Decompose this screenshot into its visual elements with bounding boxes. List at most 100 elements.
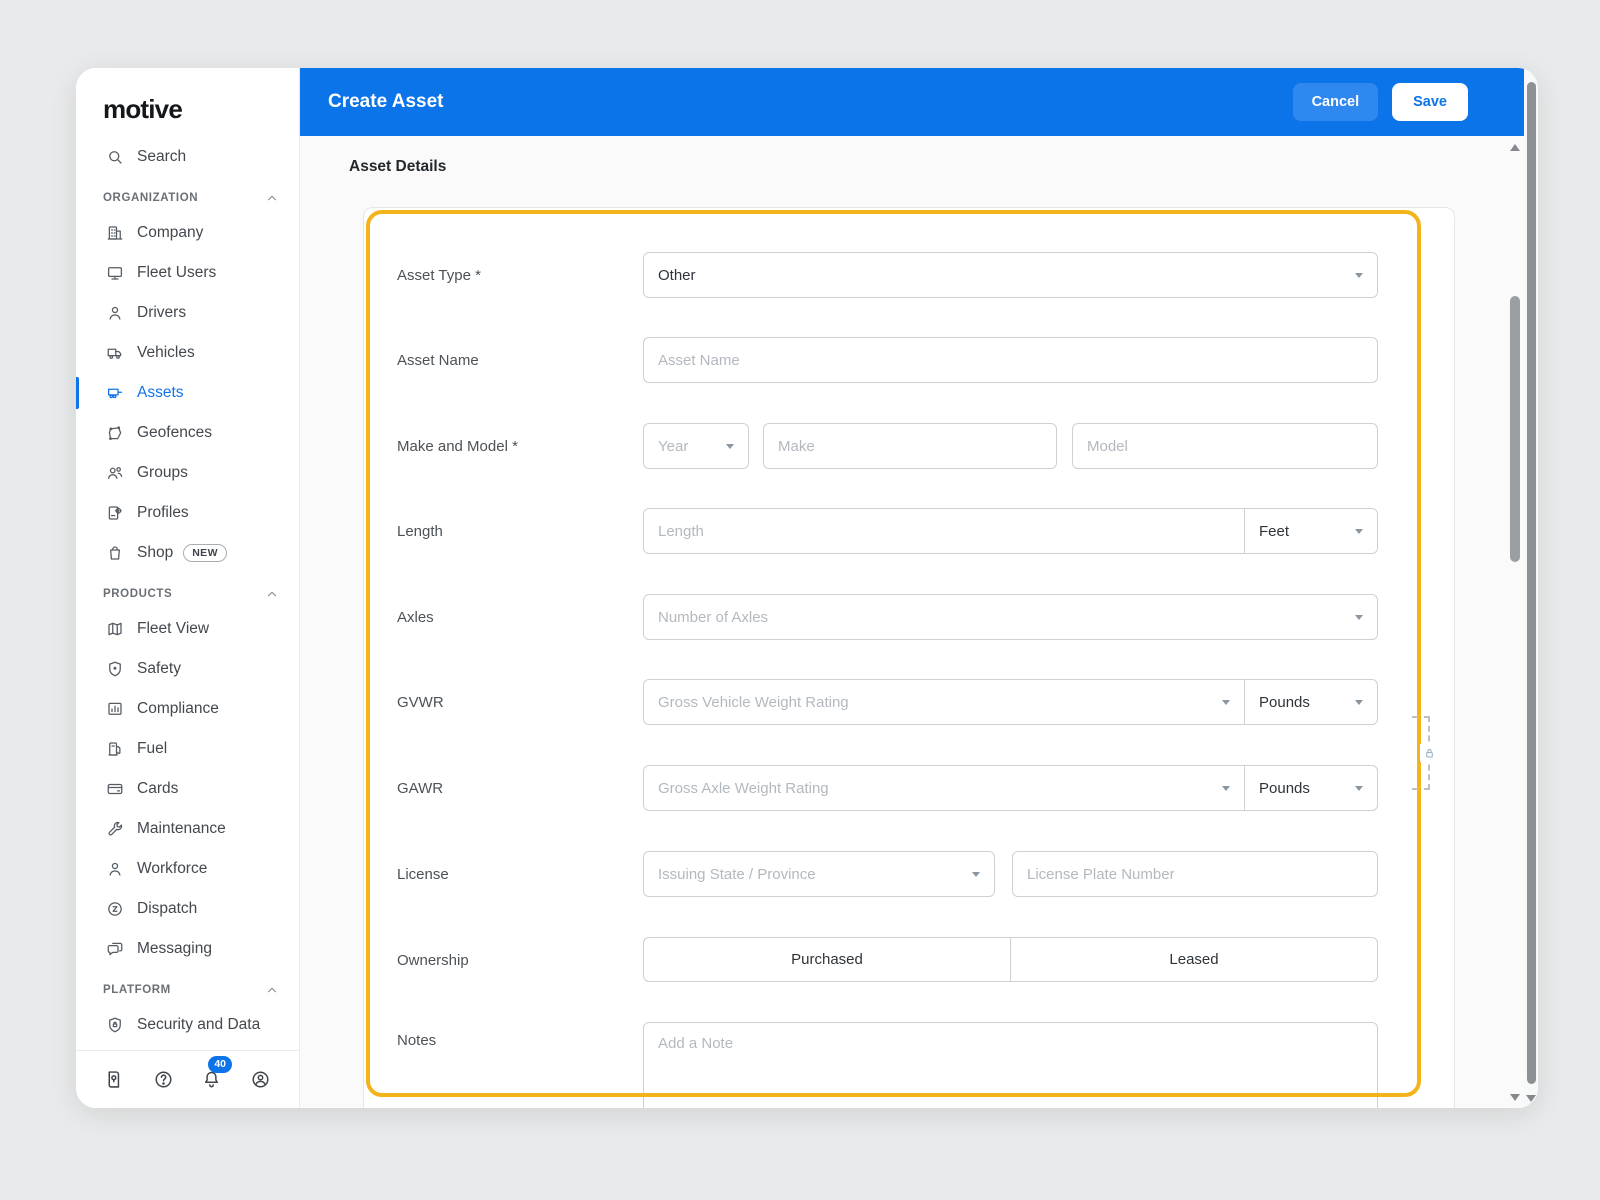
- length-field-box: [644, 509, 1244, 553]
- chevron-down-icon: [1355, 614, 1363, 620]
- sidebar-nav: ORGANIZATION Company Fleet Users Drivers Veh…: [76, 183, 299, 1045]
- notifications-bell-icon[interactable]: 40: [201, 1056, 232, 1090]
- asset-name-input[interactable]: [658, 351, 1363, 369]
- gvwr-unit-select[interactable]: Pounds: [1244, 680, 1377, 724]
- cancel-button[interactable]: Cancel: [1292, 83, 1379, 121]
- form-content: Asset Details Asset Type * Other Asset N…: [300, 136, 1524, 1108]
- compliance-icon: [106, 700, 124, 718]
- sidebar-item-profiles[interactable]: Profiles: [76, 493, 299, 533]
- notes-field-box: [643, 1022, 1378, 1108]
- guide-icon[interactable]: [104, 1069, 125, 1090]
- length-unit-select[interactable]: Feet: [1244, 509, 1377, 553]
- sidebar-search-label: Search: [137, 148, 187, 165]
- chevron-up-icon: [265, 191, 279, 205]
- sidebar-item-fleet-users[interactable]: Fleet Users: [76, 253, 299, 293]
- sidebar-item-assets[interactable]: Assets: [76, 373, 299, 413]
- asset-type-select[interactable]: Other: [643, 252, 1378, 298]
- content-scrollbar: [1508, 136, 1522, 1108]
- main-area: Create Asset Cancel Save Asset Details A…: [300, 68, 1524, 1108]
- company-icon: [106, 224, 124, 242]
- chevron-down-icon: [1355, 528, 1363, 534]
- sidebar-item-dispatch[interactable]: Dispatch: [76, 889, 299, 929]
- make-field-box: [763, 423, 1057, 469]
- sidebar-item-label: Shop: [137, 544, 174, 561]
- help-icon[interactable]: [153, 1069, 174, 1090]
- sidebar-item-label: Security and Data: [137, 1016, 261, 1033]
- app-window: motive Search ORGANIZATION Company Fleet U…: [76, 68, 1538, 1108]
- chevron-down-icon: [1355, 699, 1363, 705]
- sidebar-footer: 40: [76, 1050, 299, 1108]
- scroll-down-arrow-icon[interactable]: [1510, 1094, 1520, 1101]
- make-input[interactable]: [778, 437, 1042, 455]
- sidebar-item-messaging[interactable]: Messaging: [76, 929, 299, 969]
- sidebar-item-label: Drivers: [137, 304, 187, 321]
- model-input[interactable]: [1087, 437, 1363, 455]
- sidebar-search[interactable]: Search: [76, 137, 299, 177]
- axles-select[interactable]: Number of Axles: [643, 594, 1378, 640]
- window-scroll-down-arrow-icon[interactable]: [1526, 1095, 1536, 1102]
- sidebar-section-label: ORGANIZATION: [103, 192, 199, 204]
- content-scrollbar-thumb[interactable]: [1510, 296, 1520, 562]
- sidebar: motive Search ORGANIZATION Company Fleet U…: [76, 68, 300, 1108]
- sidebar-item-label: Cards: [137, 780, 179, 797]
- sidebar-section-products[interactable]: PRODUCTS: [76, 579, 299, 609]
- gvwr-select[interactable]: Gross Vehicle Weight Rating: [644, 680, 1244, 724]
- sidebar-item-vehicles[interactable]: Vehicles: [76, 333, 299, 373]
- unit-link-bracket: [1412, 716, 1438, 790]
- bell-icon: [201, 1069, 222, 1090]
- axles-placeholder: Number of Axles: [658, 608, 769, 626]
- sidebar-item-fleet-view[interactable]: Fleet View: [76, 609, 299, 649]
- fuel-icon: [106, 740, 124, 758]
- ownership-option-leased[interactable]: Leased: [1010, 938, 1377, 981]
- sidebar-item-label: Geofences: [137, 424, 212, 441]
- sidebar-item-label: Profiles: [137, 504, 189, 521]
- gawr-unit-value: Pounds: [1259, 779, 1310, 797]
- sidebar-item-workforce[interactable]: Workforce: [76, 849, 299, 889]
- sidebar-item-label: Groups: [137, 464, 188, 481]
- asset-type-value: Other: [658, 266, 696, 284]
- sidebar-item-drivers[interactable]: Drivers: [76, 293, 299, 333]
- sidebar-item-cards[interactable]: Cards: [76, 769, 299, 809]
- sidebar-section-platform[interactable]: PLATFORM: [76, 975, 299, 1005]
- sidebar-item-label: Maintenance: [137, 820, 226, 837]
- sidebar-item-geofences[interactable]: Geofences: [76, 413, 299, 453]
- cards-icon: [106, 780, 124, 798]
- year-select[interactable]: Year: [643, 423, 749, 469]
- section-title: Asset Details: [349, 158, 447, 175]
- notes-textarea[interactable]: [658, 1035, 1363, 1101]
- sidebar-item-security-and-data[interactable]: Security and Data: [76, 1005, 299, 1045]
- account-icon[interactable]: [250, 1069, 271, 1090]
- sidebar-item-company[interactable]: Company: [76, 213, 299, 253]
- sidebar-item-fuel[interactable]: Fuel: [76, 729, 299, 769]
- sidebar-item-compliance[interactable]: Compliance: [76, 689, 299, 729]
- sidebar-item-label: Dispatch: [137, 900, 198, 917]
- sidebar-item-label: Fuel: [137, 740, 168, 757]
- page-title: Create Asset: [328, 91, 444, 112]
- save-button[interactable]: Save: [1392, 83, 1468, 121]
- sidebar-item-maintenance[interactable]: Maintenance: [76, 809, 299, 849]
- license-plate-field-box: [1012, 851, 1378, 897]
- sidebar-item-label: Compliance: [137, 700, 219, 717]
- window-scrollbar-thumb[interactable]: [1526, 82, 1536, 1084]
- length-unit-value: Feet: [1259, 522, 1290, 540]
- chevron-down-icon: [726, 443, 734, 449]
- workforce-icon: [106, 860, 124, 878]
- issuing-state-select[interactable]: Issuing State / Province: [643, 851, 995, 897]
- scroll-up-arrow-icon[interactable]: [1510, 144, 1520, 151]
- year-placeholder: Year: [658, 437, 689, 455]
- sidebar-item-label: Assets: [137, 384, 184, 401]
- sidebar-item-groups[interactable]: Groups: [76, 453, 299, 493]
- chevron-up-icon: [265, 983, 279, 997]
- gawr-select[interactable]: Gross Axle Weight Rating: [644, 766, 1244, 810]
- sidebar-item-shop[interactable]: Shop NEW: [76, 533, 299, 573]
- gawr-label: GAWR: [397, 779, 444, 797]
- sidebar-section-organization[interactable]: ORGANIZATION: [76, 183, 299, 213]
- ownership-option-purchased[interactable]: Purchased: [791, 951, 863, 968]
- license-plate-input[interactable]: [1027, 865, 1363, 883]
- asset-type-label: Asset Type *: [397, 266, 481, 284]
- lock-icon: [1420, 744, 1438, 762]
- gawr-unit-select[interactable]: Pounds: [1244, 766, 1377, 810]
- asset-name-label: Asset Name: [397, 351, 479, 369]
- sidebar-item-safety[interactable]: Safety: [76, 649, 299, 689]
- length-input[interactable]: [658, 522, 1230, 540]
